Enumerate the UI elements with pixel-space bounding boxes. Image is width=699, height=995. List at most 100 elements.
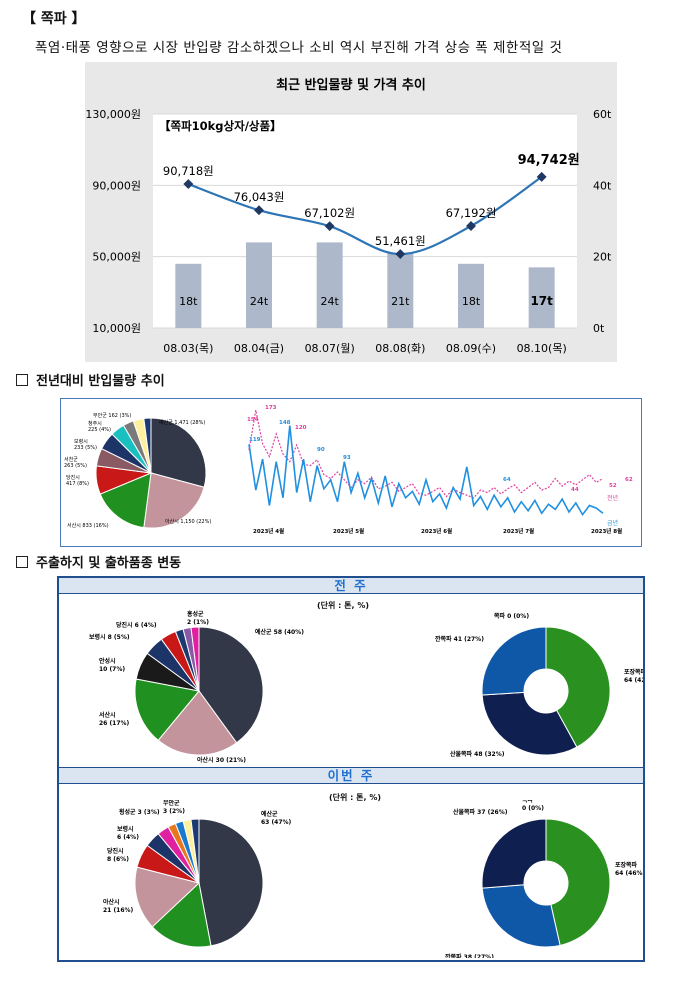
- prev-region-label: 26 (17%): [99, 720, 130, 727]
- price-volume-chart: 최근 반입물량 및 가격 추이 10,000원 50,000원 90,000원 130,…: [85, 62, 617, 362]
- legend-curr-label: 금년: [607, 519, 618, 527]
- section-ship: 주출하지 및 출하품종 변동: [16, 552, 181, 571]
- prev-variety-slice: [545, 626, 611, 748]
- this-region-label: 횡성군 3 (3%): [119, 808, 160, 816]
- volume-bar: [316, 242, 343, 328]
- prev-variety-slice: [481, 626, 547, 696]
- mini-pie-slice: [143, 417, 152, 474]
- this-region-label: 63 (47%): [261, 819, 292, 826]
- y-right-tick-label: 60t: [593, 108, 612, 121]
- volume-bar-label: 17t: [530, 294, 553, 308]
- unit-label-this: (단위 : 톤, %): [329, 793, 382, 802]
- prev-region-slice: [134, 678, 200, 742]
- section-trend: 전년대비 반입물량 추이: [16, 370, 165, 389]
- trend-point-label: 52: [609, 483, 617, 489]
- price-label: 67,192원: [446, 206, 497, 220]
- price-volume-svg: 최근 반입물량 및 가격 추이 10,000원 50,000원 90,000원 130,…: [85, 77, 612, 355]
- volume-trend-line: 119 148 173 154 120 90 93 64 44 52 62 2023년 4월 2023년…: [247, 405, 633, 535]
- mini-pie-label: 보령시: [74, 438, 88, 445]
- trend-point-label: 93: [343, 455, 351, 461]
- this-region-label: 3 (2%): [163, 808, 185, 815]
- price-label: 51,461원: [375, 234, 426, 248]
- prev-variety-label: 포장쪽파: [624, 668, 643, 676]
- volume-bar: [387, 253, 414, 328]
- this-region-slice: [190, 818, 200, 884]
- unit-label-prev: (단위 : 톤, %): [317, 601, 370, 610]
- this-region-label: 당진시: [107, 847, 124, 855]
- shipping-panel: 전 주 (단위 : 톤, %) 예산군 58 (40%) 아산시 30 (21%)…: [57, 576, 645, 962]
- volume-bar: [246, 242, 272, 328]
- y-left-tick-label: 90,000원: [92, 179, 141, 192]
- mini-pie-label: 부안군 162 (3%): [93, 412, 131, 419]
- price-marker: [183, 179, 194, 190]
- trend-x-label: 2023년 7월: [503, 527, 534, 535]
- this-variety-label: 0 (0%): [522, 805, 544, 812]
- trend-x-label: 2023년 5월: [333, 527, 364, 535]
- prev-variety-slice: [481, 691, 578, 756]
- this-region-slice: [151, 882, 212, 948]
- mini-pie-label: 예산군 1,471 (28%): [159, 419, 205, 426]
- prev-region-label: 홍성군: [187, 610, 204, 618]
- prev-region-label: 보령시 8 (5%): [89, 633, 130, 641]
- volume-bar: [175, 263, 202, 328]
- mini-pie-label: 417 (8%): [66, 481, 89, 487]
- trend-point-label: 173: [265, 405, 277, 411]
- this-region-slice: [134, 866, 201, 928]
- mini-pie-label: 서산시 833 (16%): [67, 522, 109, 529]
- summary-text: 폭염·태풍 영향으로 시장 반입량 감소하겠으나 소비 역시 부진해 가격 상승…: [35, 40, 563, 56]
- mini-pie-label: 서천군: [64, 456, 78, 463]
- y-right-tick-label: 20t: [593, 251, 612, 264]
- y-left-tick-label: 130,000원: [85, 108, 141, 121]
- this-region-label: 예산군: [261, 810, 278, 818]
- this-region-label: 8 (6%): [107, 856, 129, 863]
- price-marker: [466, 221, 476, 231]
- volume-bar-label: 18t: [462, 295, 481, 308]
- mini-pie-label: 당진시: [66, 474, 80, 481]
- this-variety-slice: [481, 818, 547, 889]
- trend-point-label: 154: [247, 417, 259, 423]
- prev-variety-label: 64 (42%): [624, 677, 643, 684]
- square-bullet-icon: [16, 556, 28, 568]
- this-variety-label: 깐쪽파 38 (27%): [445, 953, 494, 958]
- prev-region-label: 당진시 6 (4%): [116, 621, 157, 629]
- x-tick-label: 08.03(목): [163, 342, 213, 355]
- this-variety-label: 산물쪽파 37 (26%): [453, 808, 508, 816]
- this-region-label: 6 (4%): [117, 834, 139, 841]
- trend-point-label: 44: [571, 487, 579, 493]
- this-region-label: 보령시: [117, 825, 134, 833]
- price-label: 94,742원: [518, 153, 580, 168]
- trend-point-label: 120: [295, 425, 307, 431]
- y-left-tick-label: 50,000원: [92, 251, 141, 264]
- mini-pie-label: 아산시 1,150 (22%): [165, 518, 211, 525]
- this-variety-label: 포장쪽파: [615, 861, 638, 869]
- volume-bar: [528, 267, 555, 328]
- price-label: 67,102원: [304, 206, 355, 220]
- y-left-tick-label: 10,000원: [92, 322, 141, 335]
- mini-pie-slice: [143, 472, 205, 529]
- prev-week-band: 전 주: [59, 577, 643, 594]
- chart-title: 최근 반입물량 및 가격 추이: [276, 77, 426, 93]
- price-marker: [536, 171, 547, 182]
- price-label: 76,043원: [234, 190, 285, 204]
- volume-bar-label: 18t: [179, 295, 198, 308]
- prev-region-label: 서산시: [99, 711, 116, 719]
- y-right-tick-label: 0t: [593, 322, 605, 335]
- volume-bar-label: 24t: [250, 295, 269, 308]
- trend-x-label: 2023년 8월: [591, 527, 622, 535]
- prev-variety-label: 쪽파 0 (0%): [494, 612, 529, 620]
- price-line: [187, 175, 543, 256]
- x-tick-label: 08.08(화): [375, 342, 425, 355]
- section-ship-title: 주출하지 및 출하품종 변동: [36, 556, 182, 571]
- trend-point-label: 148: [279, 420, 291, 426]
- trend-point-label: 90: [317, 447, 325, 453]
- prev-region-slice: [190, 626, 200, 692]
- chart-annotation: 【쪽파10kg상자/상품】: [159, 119, 282, 133]
- prev-variety-label: 산물쪽파 48 (32%): [450, 750, 505, 758]
- mini-pie-label: 청주시: [88, 421, 102, 427]
- trend-point-label: 64: [503, 477, 511, 483]
- page-title: 【 쪽파 】: [22, 11, 86, 27]
- prev-region-label: 아산시 30 (21%): [197, 756, 246, 764]
